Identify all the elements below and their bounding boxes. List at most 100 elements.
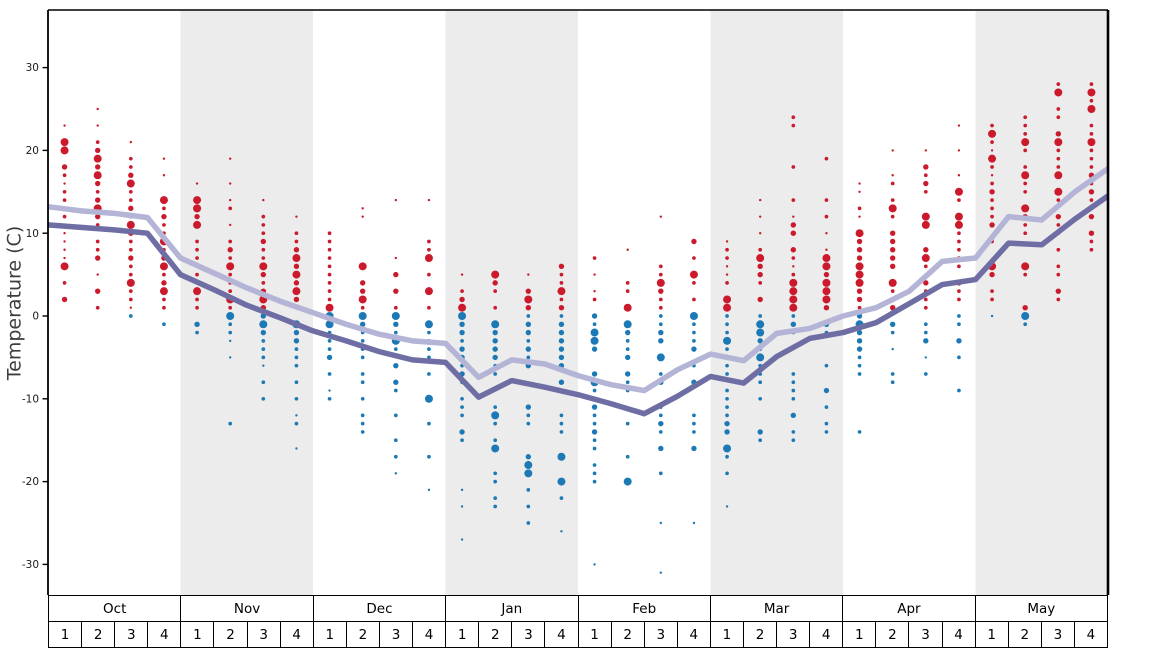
min-temp-dot [757,338,763,344]
min-temp-dot [857,430,862,434]
max-temp-dot [725,240,729,243]
min-temp-dot [723,336,732,345]
max-temp-dot [758,247,763,252]
max-temp-dot [890,214,895,219]
max-temp-dot [856,255,863,261]
week-cell: 4 [942,622,976,647]
min-temp-dot [559,430,564,434]
min-temp-dot [327,372,332,376]
min-temp-dot [725,413,729,418]
min-temp-dot [393,413,398,418]
max-temp-dot [427,198,431,202]
min-temp-dot [659,521,663,525]
min-temp-dot [293,338,300,344]
min-temp-dot [725,471,729,476]
max-temp-dot [593,273,596,276]
min-temp-dot [625,454,630,459]
min-temp-dot [360,355,365,360]
max-temp-dot [858,190,861,193]
min-temp-dot [460,438,464,443]
max-temp-dot [292,254,301,263]
max-temp-dot [923,164,929,170]
min-temp-dot [360,413,365,418]
min-temp-dot [791,380,796,385]
min-temp-dot [590,336,599,345]
min-temp-dot [526,413,531,418]
max-temp-dot [990,165,994,169]
max-temp-dot [656,278,665,287]
min-temp-dot [824,363,829,368]
max-temp-dot [161,280,167,286]
min-temp-dot [590,328,599,337]
min-temp-dot [923,322,928,327]
max-temp-dot [1088,230,1095,236]
max-temp-dot [193,287,202,296]
min-temp-dot [557,452,566,461]
min-temp-dot [493,479,498,484]
min-temp-dot [658,372,663,376]
min-temp-dot [856,329,863,336]
max-temp-dot [990,140,994,144]
max-temp-dot [789,303,798,312]
max-temp-dot [891,149,894,152]
max-temp-dot [460,289,464,294]
min-temp-dot [128,314,133,318]
max-temp-dot [94,197,101,203]
max-temp-dot [94,288,101,294]
y-tick-label: 30 [26,62,39,74]
max-temp-dot [327,239,332,244]
min-temp-dot [424,394,433,403]
min-temp-dot [658,338,664,344]
week-cell: 4 [1074,622,1107,647]
max-temp-dot [923,305,928,310]
max-temp-dot [856,247,863,253]
max-temp-dot [1056,247,1061,252]
max-temp-dot [162,297,166,302]
max-temp-dot [990,214,994,219]
max-temp-dot [789,287,798,296]
min-temp-dot [723,444,732,453]
max-temp-dot [128,205,134,212]
min-temp-dot [658,471,663,476]
max-temp-dot [94,164,101,170]
min-temp-dot [327,347,332,351]
max-temp-dot [1089,165,1094,169]
min-temp-dot [757,429,763,435]
week-cell: 3 [909,622,943,647]
max-temp-dot [658,288,664,294]
max-temp-dot [162,272,166,277]
min-temp-dot [725,372,729,376]
max-temp-dot [1087,105,1096,113]
max-temp-dot [990,123,994,128]
max-temp-dot [725,281,729,285]
max-temp-dot [1089,82,1094,87]
max-temp-dot [858,182,861,185]
max-temp-dot [957,198,961,202]
max-temp-dot [557,287,566,296]
max-temp-dot [327,281,332,285]
max-temp-dot [691,238,697,245]
min-temp-dot [360,372,365,376]
min-temp-dot [591,313,598,319]
max-temp-dot [228,157,232,160]
max-temp-dot [923,189,928,194]
min-temp-dot [889,321,896,327]
min-temp-dot [592,388,597,393]
max-temp-dot [990,297,994,302]
max-temp-dot [1089,148,1094,153]
max-temp-dot [159,196,168,205]
min-temp-dot [592,413,597,418]
max-temp-dot [790,222,797,228]
min-temp-dot [294,363,299,368]
min-temp-dot [624,329,631,336]
max-temp-dot [725,273,729,276]
max-temp-dot [195,272,199,277]
max-temp-dot [62,173,67,178]
week-cell: 2 [82,622,116,647]
min-temp-dot [195,330,199,335]
min-temp-dot [957,355,961,360]
min-temp-dot [1023,322,1028,327]
min-temp-dot [525,346,532,352]
min-temp-dot [692,338,696,343]
max-temp-dot [162,206,166,211]
